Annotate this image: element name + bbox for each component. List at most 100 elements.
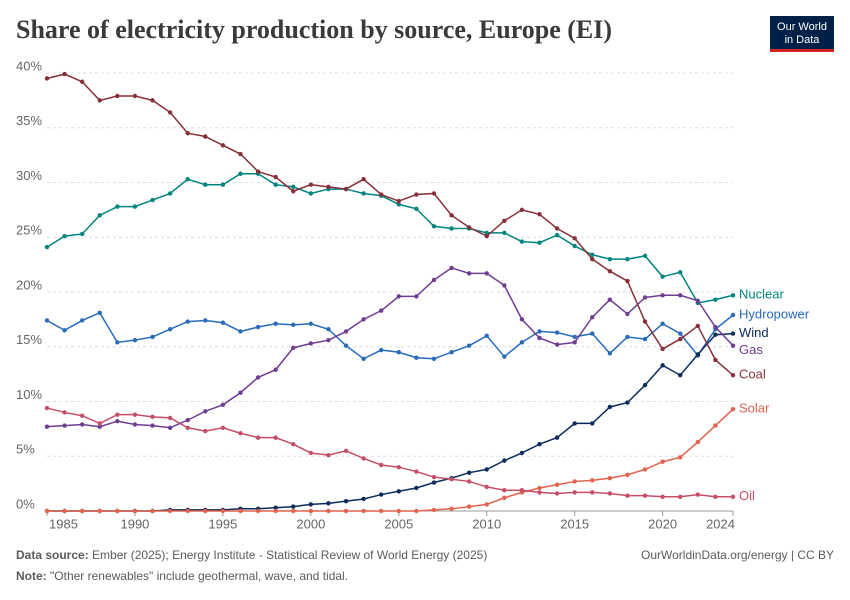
y-tick-label: 20% — [16, 277, 42, 292]
point — [642, 336, 648, 342]
point — [115, 419, 120, 424]
legend-label: Nuclear — [739, 287, 784, 302]
point — [590, 421, 595, 426]
logo-text: Our World — [777, 21, 827, 33]
point — [273, 182, 278, 187]
point — [396, 465, 401, 470]
point — [502, 354, 507, 359]
point — [713, 423, 718, 428]
point — [678, 373, 683, 378]
point — [62, 508, 67, 514]
point — [343, 343, 349, 348]
point — [379, 492, 384, 497]
point — [484, 233, 489, 239]
point — [572, 334, 577, 340]
point — [642, 493, 648, 498]
point — [431, 356, 437, 361]
point — [519, 239, 525, 244]
point — [273, 321, 278, 326]
point — [150, 334, 155, 340]
point — [466, 470, 472, 475]
point — [308, 450, 314, 456]
point — [115, 204, 120, 209]
point — [97, 421, 102, 426]
point — [308, 502, 314, 507]
legend-label: Gas — [739, 342, 763, 357]
x-tick-label: 2020 — [648, 516, 677, 531]
point — [713, 494, 718, 499]
point — [62, 423, 67, 428]
point — [466, 225, 472, 230]
point — [607, 491, 613, 496]
point — [132, 412, 138, 417]
point — [326, 501, 331, 506]
point — [44, 76, 50, 81]
point — [466, 343, 472, 348]
y-tick-label: 35% — [16, 113, 42, 128]
point — [220, 182, 226, 187]
line — [46, 73, 734, 376]
point — [361, 317, 366, 322]
point — [519, 450, 525, 456]
series — [44, 71, 736, 378]
y-tick-label: 0% — [16, 496, 35, 511]
point — [185, 508, 190, 514]
point — [132, 508, 138, 514]
point — [414, 206, 419, 211]
point — [466, 504, 472, 509]
point — [607, 404, 613, 410]
point — [203, 409, 208, 414]
series — [44, 310, 736, 361]
point — [238, 431, 243, 436]
point — [695, 298, 701, 303]
y-tick-label: 30% — [16, 168, 42, 183]
point — [97, 424, 102, 429]
point — [449, 226, 454, 231]
point — [660, 459, 665, 464]
logo-box — [770, 16, 834, 52]
point — [414, 355, 419, 360]
point — [220, 508, 226, 514]
legend-label: Hydropower — [739, 306, 810, 321]
point — [62, 71, 67, 77]
point — [431, 191, 437, 196]
line — [46, 311, 734, 360]
point — [660, 363, 665, 368]
point — [115, 508, 120, 514]
point — [502, 487, 507, 493]
point — [361, 177, 366, 182]
point — [484, 271, 489, 276]
x-tick-label: 2000 — [296, 516, 325, 531]
point — [326, 337, 331, 343]
point — [361, 356, 366, 361]
point — [590, 252, 595, 257]
point — [396, 508, 401, 514]
point — [379, 347, 384, 353]
legend-label: Wind — [739, 325, 769, 340]
point — [326, 184, 331, 190]
point — [396, 350, 401, 355]
point — [431, 277, 437, 283]
point — [537, 335, 542, 341]
point — [343, 508, 349, 514]
point — [625, 400, 630, 405]
point — [678, 455, 683, 460]
note-text: "Other renewables" include geothermal, w… — [50, 569, 348, 583]
point — [678, 293, 683, 298]
point — [167, 110, 173, 115]
point — [185, 177, 190, 182]
line — [46, 267, 734, 429]
point — [625, 493, 630, 498]
point — [414, 469, 419, 474]
point — [308, 341, 314, 346]
point — [484, 502, 489, 507]
point — [572, 236, 577, 241]
point — [62, 410, 67, 415]
point — [361, 508, 366, 514]
logo[interactable]: Our World in Data — [770, 16, 834, 52]
point — [502, 218, 507, 224]
point — [431, 480, 437, 485]
point — [273, 174, 278, 180]
credit[interactable]: OurWorldinData.org/energy | CC BY — [641, 548, 834, 562]
point — [97, 98, 102, 103]
